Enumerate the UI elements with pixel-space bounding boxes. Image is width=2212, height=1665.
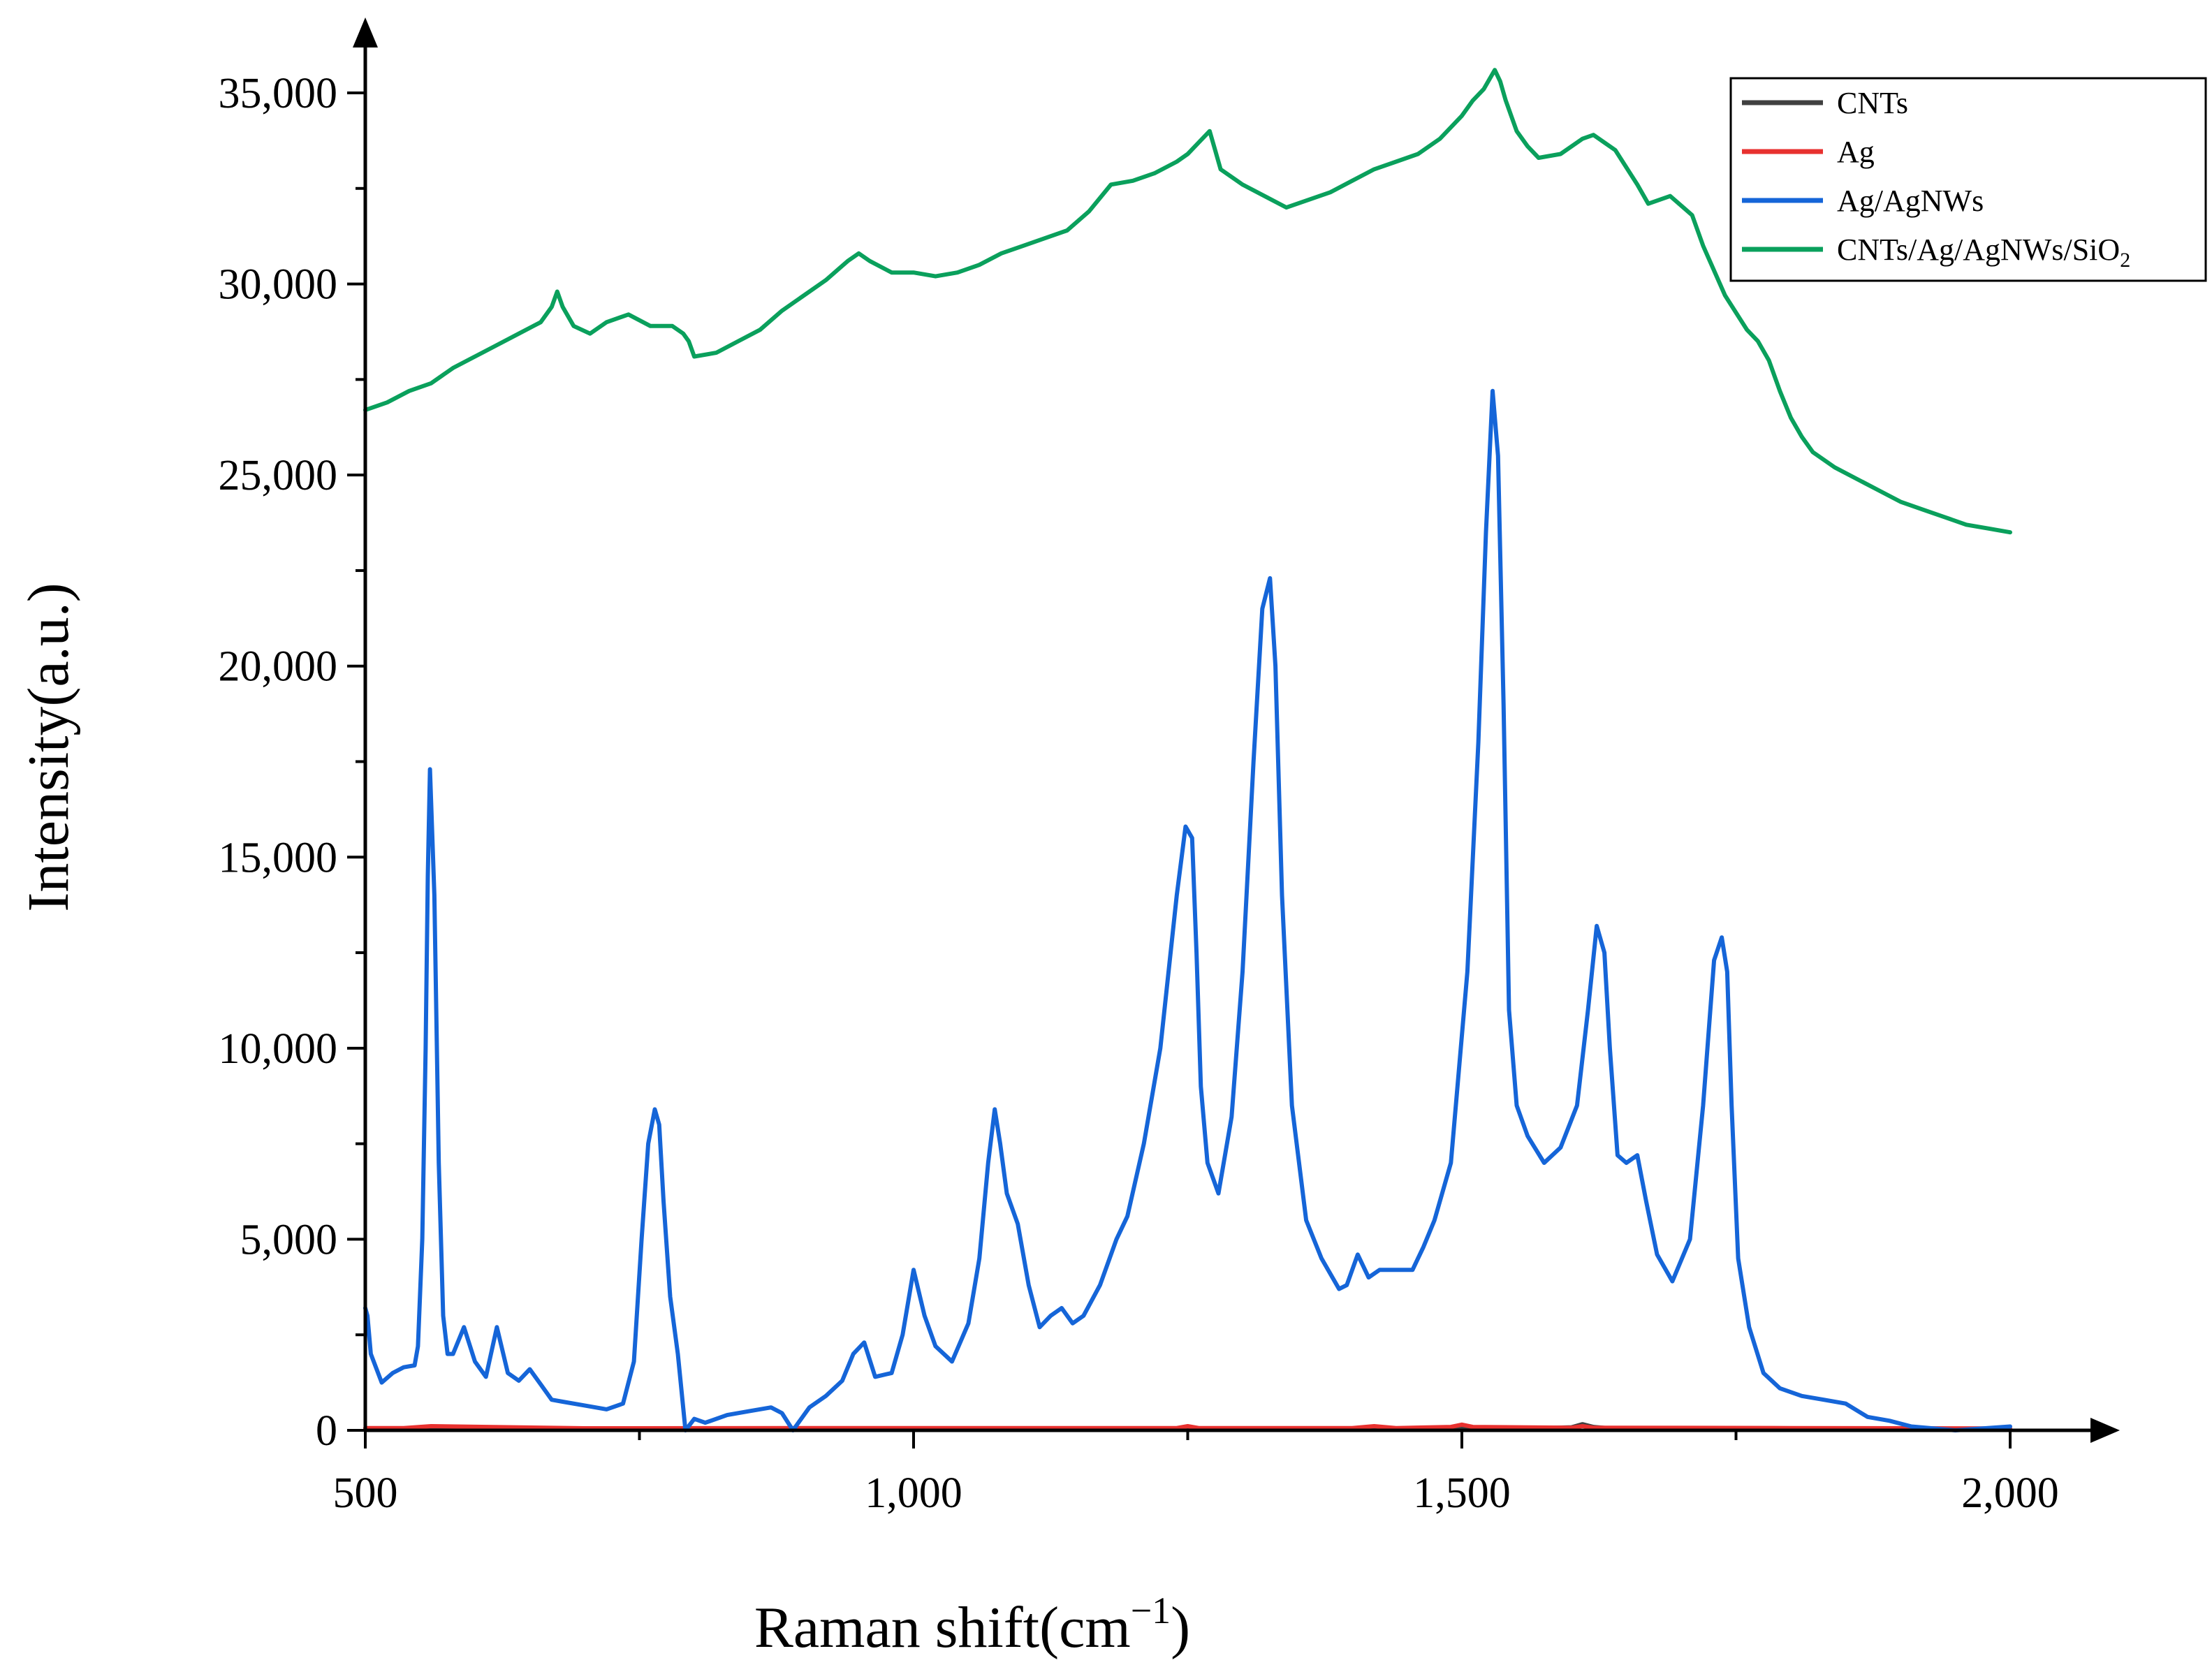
legend: CNTs Ag Ag/AgNWs CNTs/Ag/AgNWs/SiO2 xyxy=(1729,77,2207,282)
legend-label-composite-main: CNTs/Ag/AgNWs/SiO xyxy=(1837,233,2120,267)
legend-label-ag-agnws: Ag/AgNWs xyxy=(1837,184,1984,218)
x-axis-arrow xyxy=(2090,1418,2120,1443)
y-tick-label: 10,000 xyxy=(219,1025,338,1073)
x-axis-title-close: ) xyxy=(1171,1595,1190,1660)
y-tick-label: 5,000 xyxy=(240,1216,338,1263)
x-tick-label: 500 xyxy=(333,1469,398,1517)
x-axis-title-main: Raman shift(cm xyxy=(754,1595,1131,1660)
series-line-cnts-ag-agnws-sio xyxy=(363,68,2012,535)
y-tick-label: 0 xyxy=(316,1407,337,1455)
x-tick-label: 1,000 xyxy=(865,1469,962,1517)
legend-label-composite: CNTs/Ag/AgNWs/SiO2 xyxy=(1837,233,2130,272)
y-tick-label: 35,000 xyxy=(219,70,338,117)
legend-label-composite-sub: 2 xyxy=(2120,249,2130,272)
y-tick-label: 15,000 xyxy=(219,834,338,881)
axis-tick-labels: 500 1,000 1,500 2,000 0 5,000 10,000 15,000 20,0… xyxy=(219,70,2059,1517)
axis-ticks xyxy=(347,91,2012,1448)
x-axis-title: Raman shift(cm−1) xyxy=(754,1590,1190,1660)
series-line-ag-agnws xyxy=(363,388,2012,1432)
y-axis-arrow xyxy=(353,17,378,47)
y-tick-label: 30,000 xyxy=(219,261,338,309)
legend-label-cnts: CNTs xyxy=(1837,86,1908,120)
y-tick-label: 20,000 xyxy=(219,643,338,691)
series-line-ag xyxy=(363,1422,2012,1431)
legend-label-ag: Ag xyxy=(1837,135,1875,169)
y-axis-title: Intensity(a.u.) xyxy=(16,582,81,911)
x-axis-title-sup: −1 xyxy=(1131,1590,1171,1631)
x-tick-label: 1,500 xyxy=(1413,1469,1511,1517)
x-tick-label: 2,000 xyxy=(1961,1469,2059,1517)
y-tick-label: 25,000 xyxy=(219,452,338,499)
